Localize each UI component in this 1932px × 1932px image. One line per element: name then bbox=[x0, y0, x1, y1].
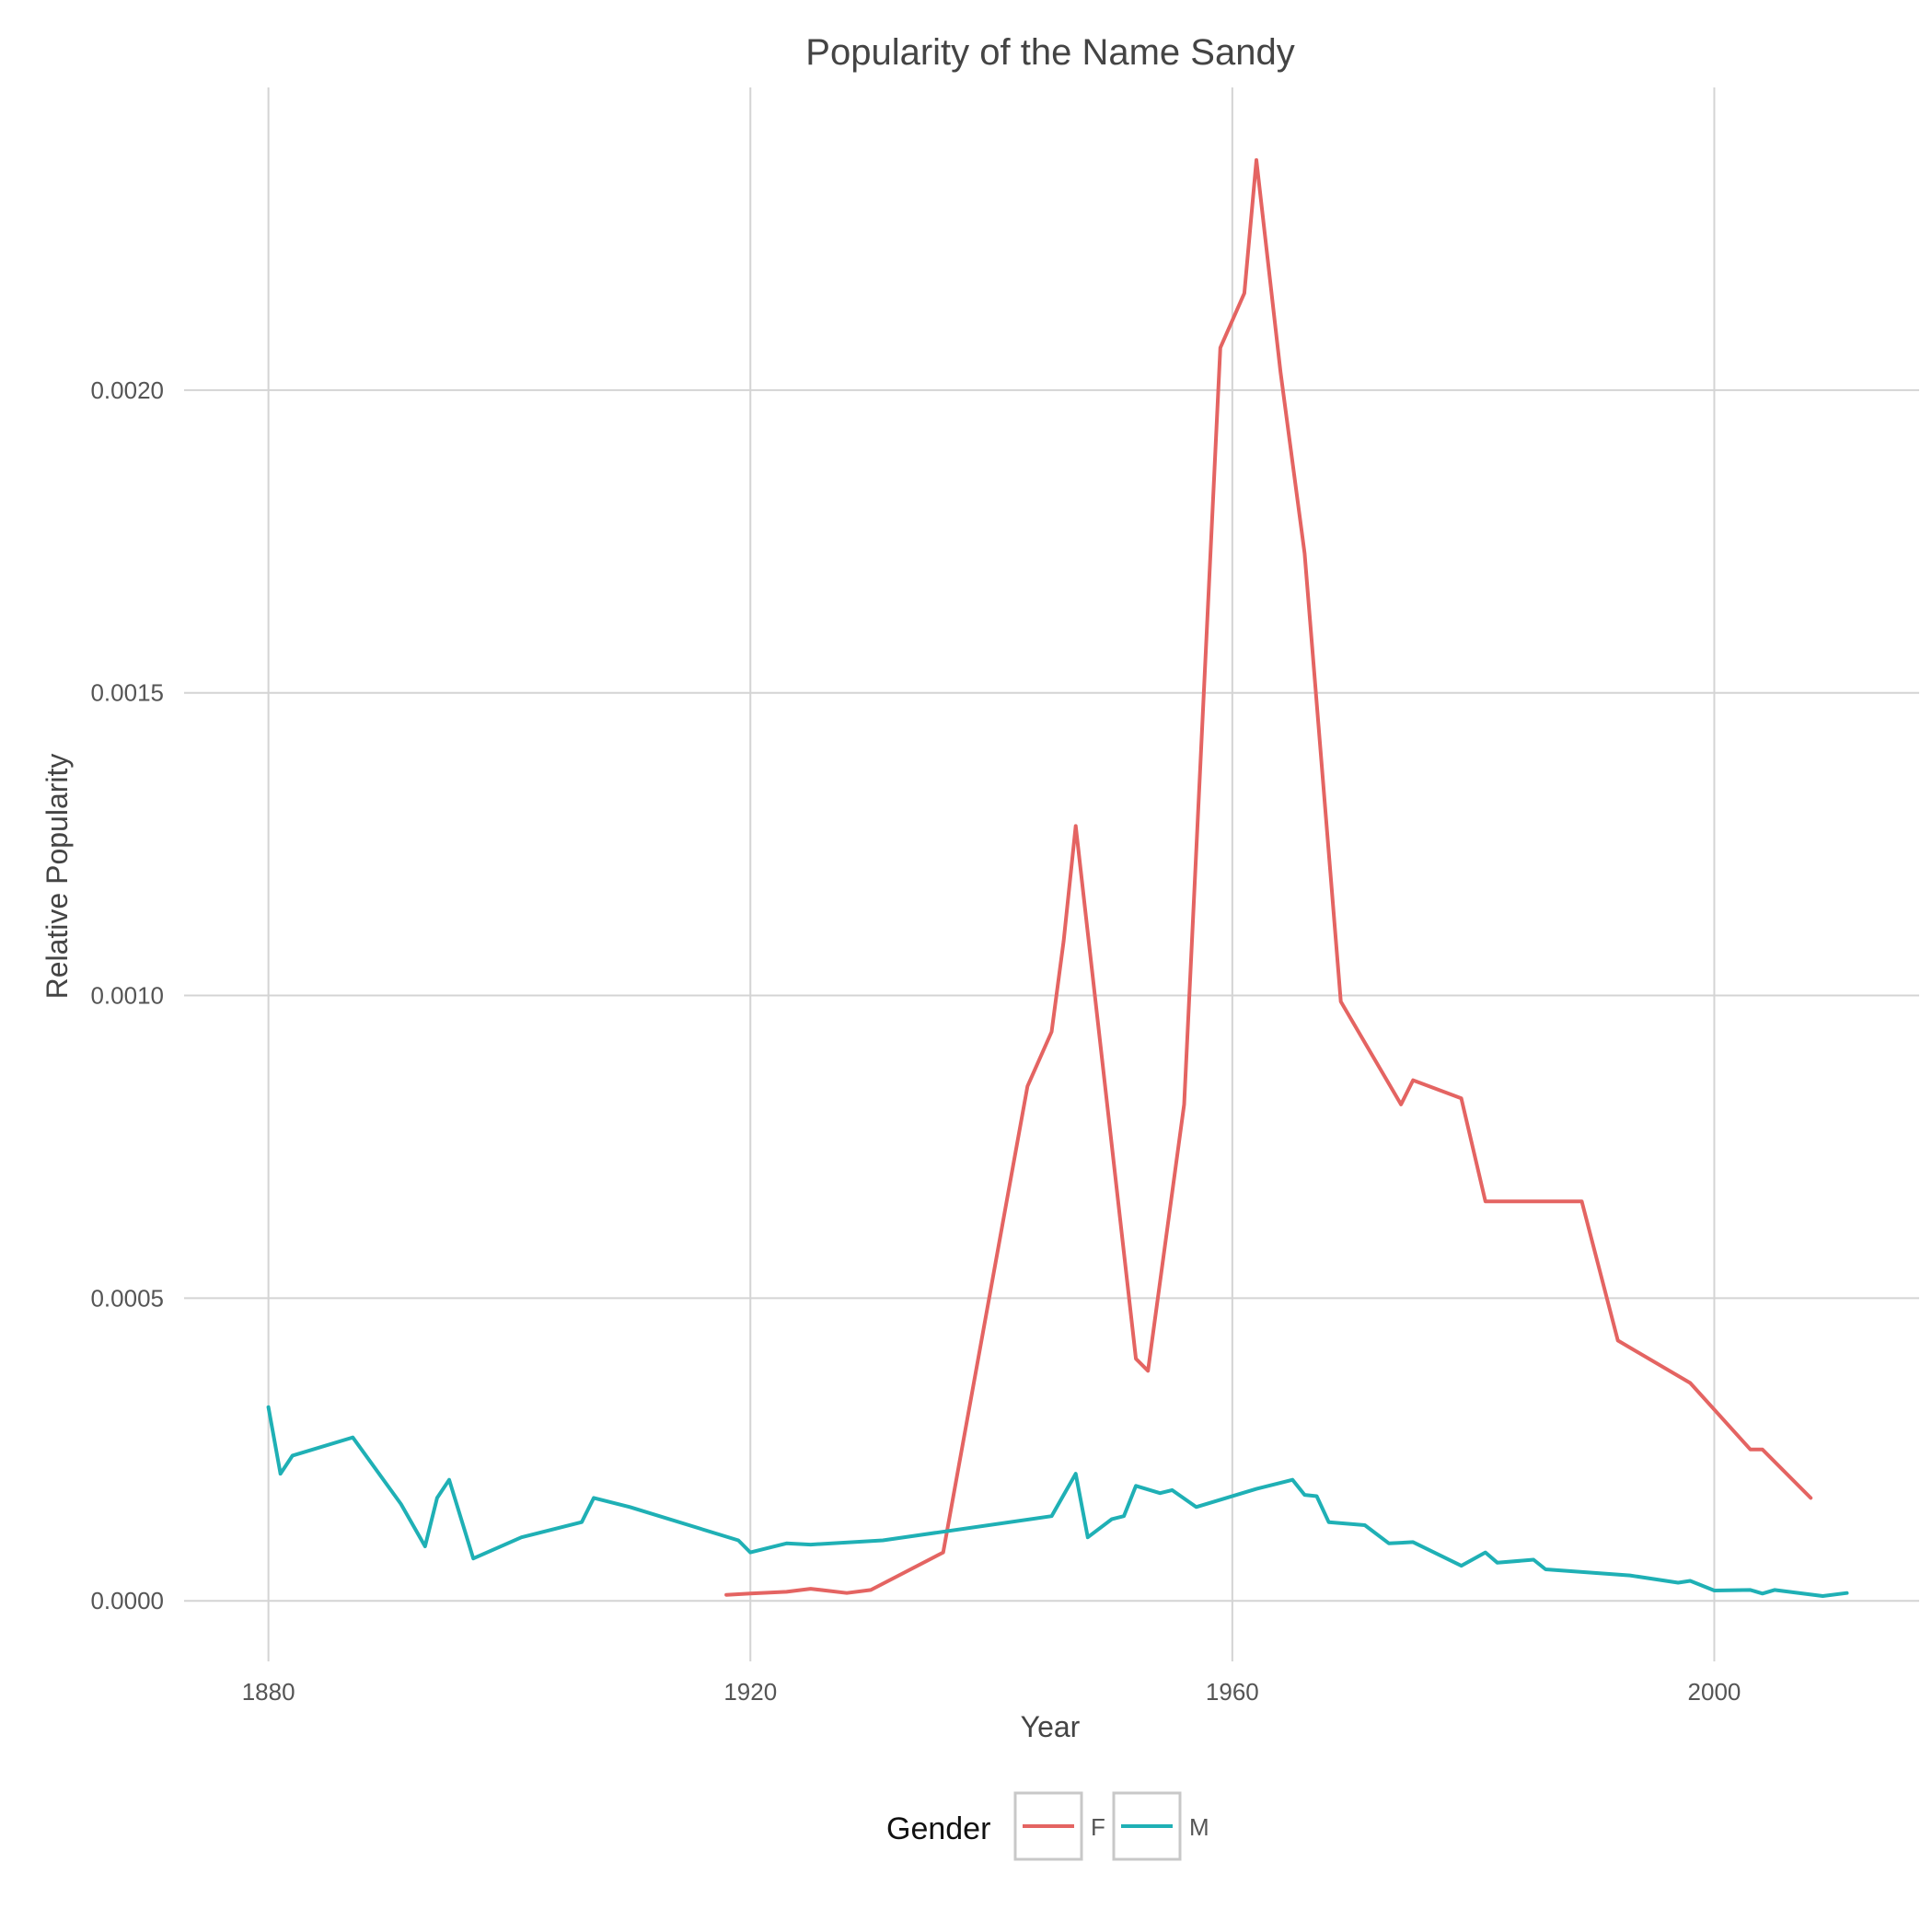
x-tick-label: 1920 bbox=[723, 1678, 777, 1706]
legend-item-M: M bbox=[1112, 1791, 1209, 1861]
x-axis-title: Year bbox=[1021, 1710, 1081, 1743]
legend-title: Gender bbox=[886, 1811, 990, 1846]
y-tick-label: 0.0020 bbox=[90, 376, 164, 404]
series-line-M bbox=[266, 1405, 1849, 1598]
series-lines bbox=[266, 157, 1849, 1598]
y-tick-label: 0.0005 bbox=[90, 1284, 164, 1312]
x-tick-label: 2000 bbox=[1688, 1678, 1741, 1706]
gridlines bbox=[184, 87, 1919, 1661]
chart-title: Popularity of the Name Sandy bbox=[805, 32, 1294, 73]
x-tick-label: 1880 bbox=[242, 1678, 295, 1706]
legend-label: M bbox=[1189, 1813, 1209, 1841]
y-tick-label: 0.0000 bbox=[90, 1587, 164, 1614]
y-tick-label: 0.0015 bbox=[90, 679, 164, 707]
legend-label: F bbox=[1091, 1813, 1105, 1841]
x-tick-label: 1960 bbox=[1206, 1678, 1259, 1706]
series-line-F bbox=[724, 157, 1813, 1597]
y-tick-label: 0.0010 bbox=[90, 982, 164, 1010]
axis-ticks: 1880 1920 1960 2000 0.0000 0.0005 0.0010 0.0015… bbox=[90, 376, 1741, 1706]
y-axis-title: Relative Popularity bbox=[40, 754, 74, 1000]
legend-item-F: F bbox=[1013, 1791, 1105, 1861]
